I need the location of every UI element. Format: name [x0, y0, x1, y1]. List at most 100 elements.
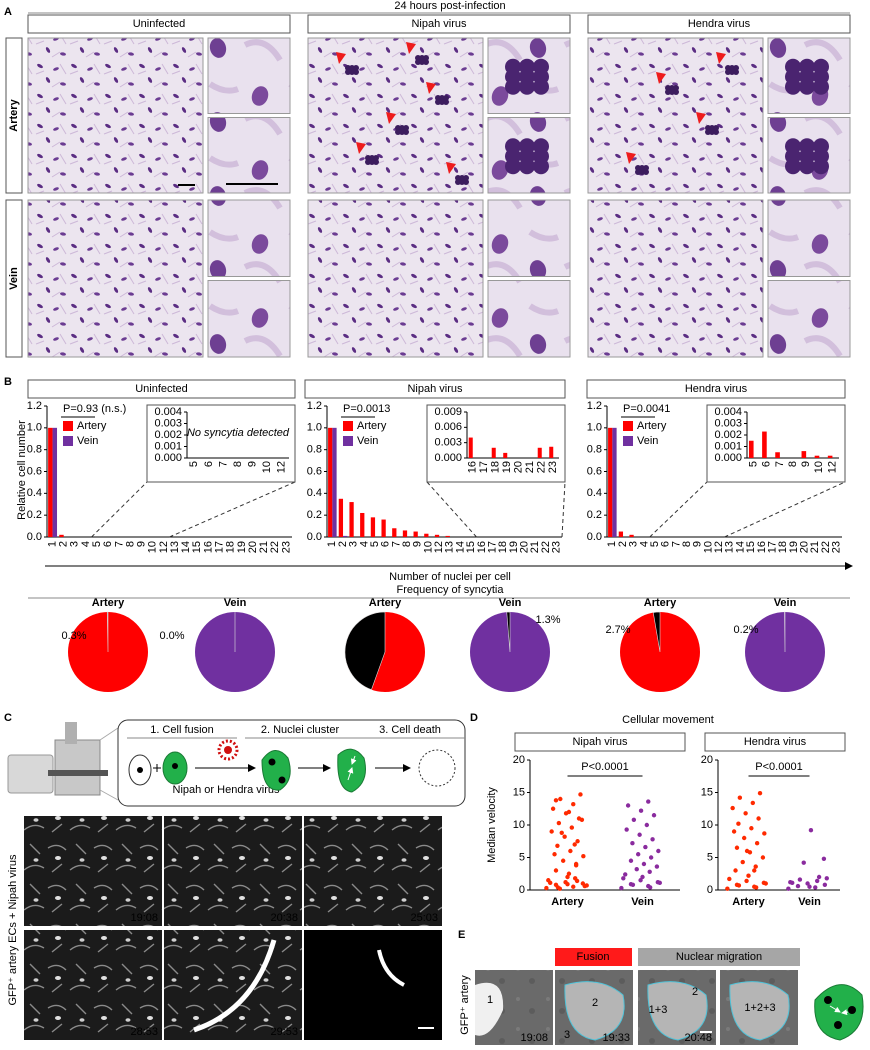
schematic-box — [117, 719, 466, 807]
inset-box — [706, 404, 846, 483]
inset-box — [426, 404, 566, 483]
zoom-guide — [724, 481, 846, 538]
x-tick-label: 20 — [519, 541, 531, 553]
pie-title: Vein — [224, 597, 247, 609]
data-point — [733, 868, 738, 873]
syncytium — [713, 129, 719, 135]
x-tick-label: 6 — [380, 541, 392, 547]
timestamp: 19:33 — [602, 1032, 630, 1044]
x-tick-label: 4 — [358, 541, 370, 547]
y-tick-label: 10 — [701, 819, 713, 831]
y-tick-label: 0.0 — [27, 531, 42, 543]
x-tick-label: 16 — [467, 461, 479, 473]
stage-label: Nuclear migration — [676, 951, 762, 963]
x-tick-label: 1 — [606, 541, 618, 547]
time-lapse-frame — [24, 930, 162, 1040]
row-label-box — [5, 37, 23, 194]
panel-label: E — [458, 929, 465, 941]
data-point — [750, 800, 756, 806]
panel-label: B — [4, 376, 12, 388]
bar — [503, 452, 508, 458]
legend-label: Artery — [357, 420, 387, 432]
data-point — [555, 843, 560, 848]
bar — [360, 512, 365, 537]
section-title: Frequency of syncytia — [397, 584, 505, 596]
y-tick-label: 5 — [519, 851, 525, 863]
syncytium — [353, 69, 359, 75]
data-point — [821, 856, 827, 861]
x-tick-label: 22 — [269, 541, 281, 553]
x-tick-label: 14 — [180, 541, 192, 553]
pie-value-label: 0.3% — [61, 630, 86, 642]
y-tick-label: 0 — [707, 884, 713, 896]
arrowhead — [386, 112, 396, 124]
timestamp: 20:38 — [270, 912, 298, 924]
data-point — [754, 841, 760, 846]
time-lapse-frame — [304, 816, 442, 926]
syncytium — [423, 59, 429, 65]
syncytium-zoom — [785, 78, 801, 95]
arrowhead — [336, 52, 346, 64]
p-value: P<0.0001 — [581, 761, 628, 773]
x-tick-label: 15 — [465, 541, 477, 553]
data-point — [752, 868, 757, 873]
data-point — [544, 885, 549, 891]
x-tick-label: 22 — [820, 541, 832, 553]
x-tick-label: 8 — [124, 541, 136, 547]
legend-label: Artery — [637, 420, 667, 432]
p-value: P=0.0013 — [343, 403, 390, 415]
data-point — [621, 876, 626, 881]
bar — [343, 535, 348, 537]
x-tick-label: 14 — [454, 541, 466, 553]
legend-label: Vein — [77, 435, 98, 447]
x-tick-label: 5 — [649, 541, 661, 547]
y-tick-label: 0.4 — [307, 487, 322, 499]
data-point — [569, 825, 575, 830]
x-tick-label: 3 — [628, 541, 640, 547]
syncytium — [673, 89, 679, 95]
x-tick-label: 5 — [188, 461, 200, 467]
syncytium-zoom — [505, 158, 521, 175]
x-tick-label: 6 — [660, 541, 672, 547]
y-tick-label: 0.001 — [154, 440, 182, 452]
y-tick-label: 0.2 — [27, 509, 42, 521]
data-point — [743, 811, 748, 816]
data-point — [559, 830, 564, 835]
micrograph — [587, 199, 764, 358]
column-title: Nipah virus — [411, 18, 467, 30]
bar — [827, 455, 833, 458]
group-label: Vein — [631, 896, 654, 908]
x-tick-label: 2 — [58, 541, 70, 547]
x-tick-label: 6 — [203, 461, 215, 467]
x-tick-label: 9 — [136, 541, 148, 547]
data-point — [737, 795, 743, 800]
x-tick-label: 12 — [158, 541, 170, 553]
x-tick-label: 21 — [809, 541, 821, 553]
data-point — [552, 852, 557, 857]
data-point — [635, 852, 641, 857]
y-tick-label: 10 — [513, 819, 525, 831]
arrowhead — [696, 112, 706, 124]
x-tick-label: 20 — [513, 461, 525, 473]
data-point — [762, 831, 767, 836]
arrowhead — [716, 52, 726, 64]
data-point — [568, 848, 573, 854]
data-point — [565, 881, 570, 887]
x-tick-label: 18 — [777, 541, 789, 553]
x-tick-label: 21 — [524, 461, 536, 473]
data-point — [736, 821, 741, 826]
row-label: Artery — [8, 98, 20, 131]
panel-label: C — [4, 712, 12, 724]
bar — [332, 427, 337, 537]
micrograph-zoom — [487, 280, 571, 358]
inset-note: No syncytia detected — [187, 427, 290, 439]
axis-title: Relative cell number — [16, 420, 28, 520]
cell-outline — [729, 981, 790, 1041]
x-tick-label: 23 — [551, 541, 563, 553]
x-tick-label: 23 — [280, 541, 292, 553]
x-tick-label: 21 — [529, 541, 541, 553]
x-tick-label: 22 — [536, 461, 548, 473]
column-header — [27, 14, 291, 34]
x-tick-label: 17 — [214, 541, 226, 553]
p-value: P=0.0041 — [623, 403, 670, 415]
